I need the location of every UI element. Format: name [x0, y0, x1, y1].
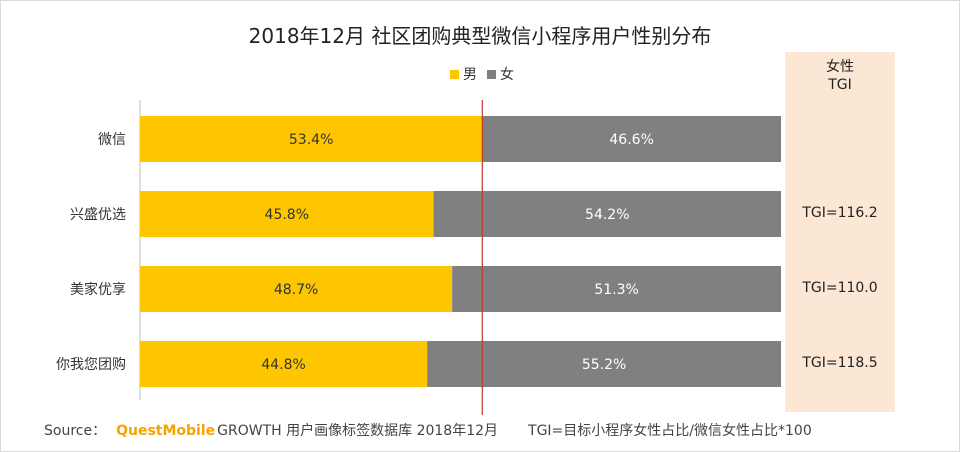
legend-label-female: 女 — [500, 67, 514, 83]
legend-label-male: 男 — [463, 67, 477, 83]
bar-male-2 — [140, 266, 453, 312]
legend: 男 女 — [450, 64, 520, 84]
chart-title: 2018年12月 社区团购典型微信小程序用户性别分布 — [248, 24, 712, 48]
data-label-male-0: 53.4% — [289, 132, 333, 148]
tgi-header: 女性 TGI — [785, 58, 895, 94]
data-label-female-1: 54.2% — [585, 207, 629, 223]
bar-male-0 — [140, 116, 483, 162]
footer: Source： QuestMobile GROWTH 用户画像标签数据库 201… — [44, 420, 812, 440]
category-label-3: 你我您团购 — [56, 356, 126, 373]
data-label-female-0: 46.6% — [609, 132, 653, 148]
data-label-female-3: 55.2% — [582, 357, 626, 373]
data-label-female-2: 51.3% — [594, 282, 638, 298]
category-label-1: 兴盛优选 — [70, 207, 126, 223]
legend-swatch-female — [487, 69, 496, 79]
tgi-value-niwonin: TGI=118.5 — [802, 355, 878, 371]
bar-male-3 — [140, 341, 428, 387]
tgi-panel — [785, 52, 895, 412]
bar-female-3 — [427, 341, 781, 387]
legend-swatch-male — [450, 69, 459, 79]
bar-female-2 — [452, 266, 781, 312]
tgi-value-xingsheng: TGI=116.2 — [802, 205, 878, 221]
footer-brand: QuestMobile — [116, 423, 216, 439]
category-label-0: 微信 — [98, 132, 126, 148]
tgi-header-line2: TGI — [828, 77, 852, 93]
data-label-male-1: 45.8% — [265, 207, 309, 223]
data-label-male-2: 48.7% — [274, 282, 318, 298]
bar-female-1 — [433, 191, 781, 237]
data-label-male-3: 44.8% — [261, 357, 305, 373]
bar-male-1 — [140, 191, 434, 237]
tgi-value-meijia: TGI=110.0 — [802, 280, 878, 296]
footer-note: TGI=目标小程序女性占比/微信女性占比*100 — [528, 423, 812, 439]
tgi-header-line1: 女性 — [826, 59, 854, 75]
footer-dataset: GROWTH 用户画像标签数据库 2018年12月 — [217, 423, 499, 439]
footer-source: Source： — [44, 423, 107, 439]
bar-female-0 — [482, 116, 781, 162]
category-label-2: 美家优享 — [70, 281, 126, 298]
